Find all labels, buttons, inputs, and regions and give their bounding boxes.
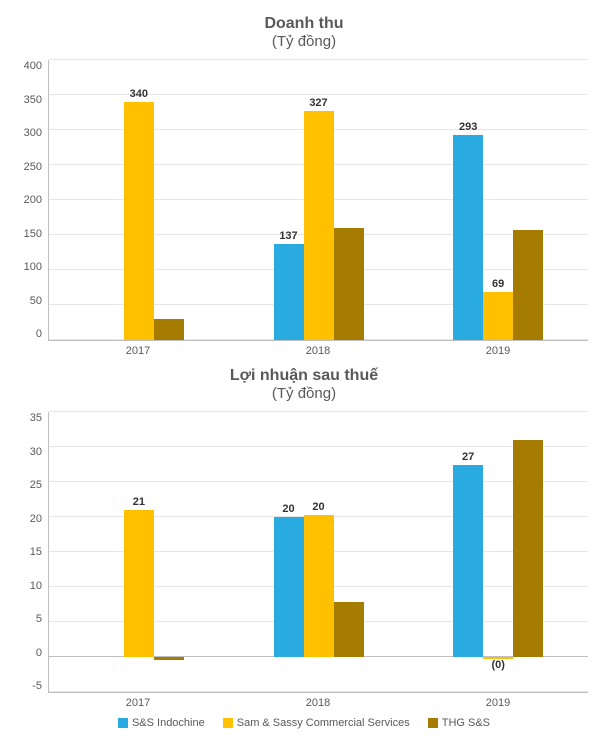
y-tick: 35	[30, 412, 42, 424]
bar-slot	[154, 412, 184, 692]
bar-group: 27 (0)	[408, 412, 588, 692]
bar-group: 340	[49, 60, 229, 340]
bar-slot: 137	[274, 60, 304, 340]
bar-label: 340	[124, 88, 154, 100]
bar	[154, 319, 184, 340]
y-tick: 20	[30, 513, 42, 525]
x-tick: 2018	[228, 341, 408, 357]
y-tick: 0	[36, 328, 42, 340]
plot-area: 21 2020 27 (0)	[48, 412, 588, 693]
bar-slot: 20	[304, 412, 334, 692]
bar	[513, 230, 543, 340]
y-tick: 5	[36, 613, 42, 625]
y-axis: 400 350 300 250 200 150 100 50 0	[20, 60, 48, 340]
bar-slot: 27	[453, 412, 483, 692]
bar	[453, 465, 483, 658]
x-tick: 2019	[408, 693, 588, 709]
x-tick: 2017	[48, 341, 228, 357]
y-tick: 350	[24, 94, 42, 106]
bar-label: 69	[483, 278, 513, 290]
bar	[154, 657, 184, 660]
x-axis: 201720182019	[48, 341, 588, 357]
bar-slot: 20	[274, 412, 304, 692]
bar-groups: 340 137 327 293 69	[49, 60, 588, 340]
x-tick: 2017	[48, 693, 228, 709]
x-tick: 2018	[228, 693, 408, 709]
y-tick: 30	[30, 446, 42, 458]
bar-group: 137 327	[229, 60, 409, 340]
bar-group: 293 69	[408, 60, 588, 340]
y-tick: 250	[24, 161, 42, 173]
bar-slot	[513, 412, 543, 692]
y-tick: 50	[30, 295, 42, 307]
bar	[304, 515, 334, 657]
legend: S&S Indochine Sam & Sassy Commercial Serv…	[20, 717, 588, 729]
y-tick: -5	[32, 680, 42, 692]
bar-label: 327	[304, 97, 334, 109]
y-tick: 150	[24, 228, 42, 240]
bar	[304, 111, 334, 340]
y-tick: 400	[24, 60, 42, 72]
bar-slot: (0)	[483, 412, 513, 692]
legend-swatch	[428, 718, 438, 728]
bar	[513, 440, 543, 657]
x-axis: 201720182019	[48, 693, 588, 709]
y-tick: 0	[36, 647, 42, 659]
bar	[334, 602, 364, 657]
bar	[274, 244, 304, 340]
y-tick: 15	[30, 546, 42, 558]
bar-slot: 21	[124, 412, 154, 692]
bar	[453, 135, 483, 340]
bar-label: 293	[453, 121, 483, 133]
bar-slot	[334, 60, 364, 340]
legend-item: Sam & Sassy Commercial Services	[223, 717, 410, 729]
legend-swatch	[118, 718, 128, 728]
bar	[334, 228, 364, 340]
legend-item: THG S&S	[428, 717, 490, 729]
plot-area: 340 137 327 293 69	[48, 60, 588, 341]
bar-label: (0)	[483, 659, 513, 671]
y-axis: 35 30 25 20 15 10 5 0 -5	[20, 412, 48, 692]
bar-label: 27	[453, 451, 483, 463]
bar-group: 21	[49, 412, 229, 692]
bar-slot	[334, 412, 364, 692]
chart: Lợi nhuận sau thuế(Tỷ đồng) 35 30 25 20 15 10 5…	[20, 367, 588, 729]
chart-subtitle: (Tỷ đồng)	[20, 33, 588, 50]
chart-title: Lợi nhuận sau thuế	[20, 367, 588, 385]
bar-group: 2020	[229, 412, 409, 692]
bar-slot	[94, 60, 124, 340]
bar-slot: 340	[124, 60, 154, 340]
bar	[124, 510, 154, 657]
bar-slot: 327	[304, 60, 334, 340]
bar	[483, 292, 513, 340]
bar	[274, 517, 304, 657]
bar-label: 137	[274, 230, 304, 242]
y-tick: 25	[30, 479, 42, 491]
chart-title: Doanh thu	[20, 15, 588, 33]
bar	[124, 102, 154, 340]
bar-slot	[513, 60, 543, 340]
chart-subtitle: (Tỷ đồng)	[20, 385, 588, 402]
y-tick: 10	[30, 580, 42, 592]
legend-swatch	[223, 718, 233, 728]
bar-label: 20	[274, 503, 304, 515]
bar-slot: 69	[483, 60, 513, 340]
bar-label: 21	[124, 496, 154, 508]
x-tick: 2019	[408, 341, 588, 357]
bar-groups: 21 2020 27 (0)	[49, 412, 588, 692]
bar-slot: 293	[453, 60, 483, 340]
y-tick: 300	[24, 127, 42, 139]
bar-label: 20	[304, 501, 334, 513]
bar-slot	[154, 60, 184, 340]
y-tick: 200	[24, 194, 42, 206]
chart: Doanh thu(Tỷ đồng) 400 350 300 250 200 150 100 5…	[20, 15, 588, 357]
legend-item: S&S Indochine	[118, 717, 205, 729]
y-tick: 100	[24, 261, 42, 273]
bar-slot	[94, 412, 124, 692]
